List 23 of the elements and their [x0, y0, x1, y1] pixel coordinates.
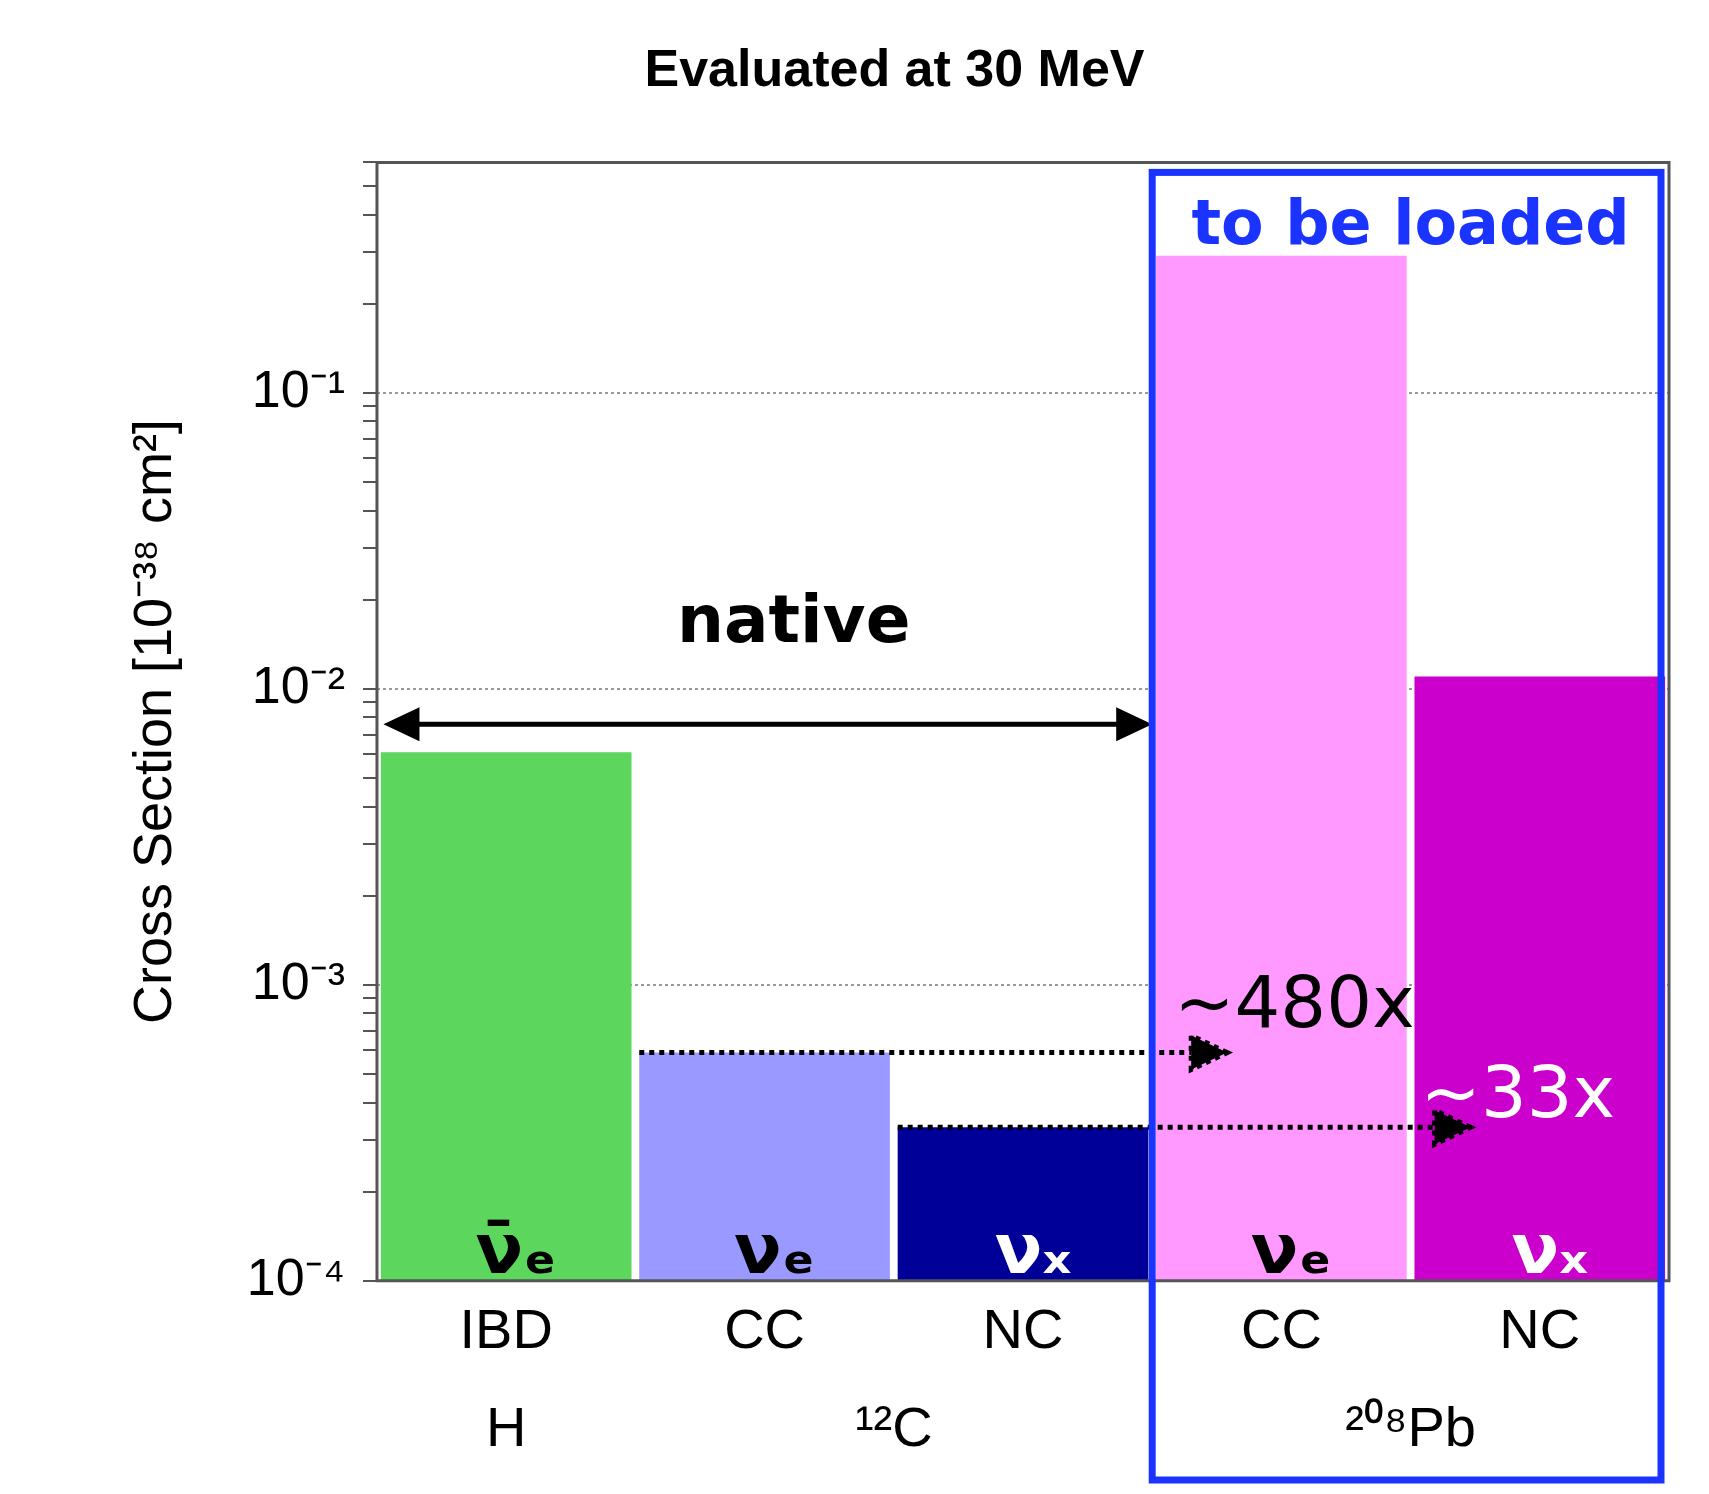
annotation: ~33x: [1420, 1050, 1616, 1135]
annotation: νₑ: [1250, 1207, 1332, 1290]
text: H: [485, 1394, 527, 1458]
x-tick-label: IBD: [459, 1296, 553, 1360]
y-axis-title: Cross Section [10⁻³⁸ cm²]: [122, 419, 183, 1025]
annotation: native: [676, 581, 911, 659]
annotation: to be loaded: [1191, 186, 1630, 260]
x-tick-label: NC: [982, 1296, 1064, 1360]
x-tick-label: CC: [1240, 1296, 1322, 1360]
text: ¹²C: [854, 1394, 933, 1458]
y-tick-label: 10⁻⁴: [246, 1248, 345, 1307]
annotation: νₓ: [1511, 1207, 1589, 1290]
annotation: νₓ: [994, 1207, 1072, 1290]
y-tick-label: 10⁻¹: [251, 360, 345, 419]
annotation: ~480x: [1174, 959, 1415, 1044]
y-tick-label: 10⁻²: [251, 656, 345, 715]
chart-title: Evaluated at 30 MeV: [644, 38, 1145, 97]
x-tick-label: NC: [1499, 1296, 1581, 1360]
x-tick-label: CC: [724, 1296, 806, 1360]
text: ²⁰⁸Pb: [1345, 1394, 1476, 1458]
annotation: ν̄ₑ: [475, 1207, 557, 1290]
y-tick-label: 10⁻³: [251, 952, 345, 1011]
annotation: νₑ: [733, 1207, 816, 1290]
